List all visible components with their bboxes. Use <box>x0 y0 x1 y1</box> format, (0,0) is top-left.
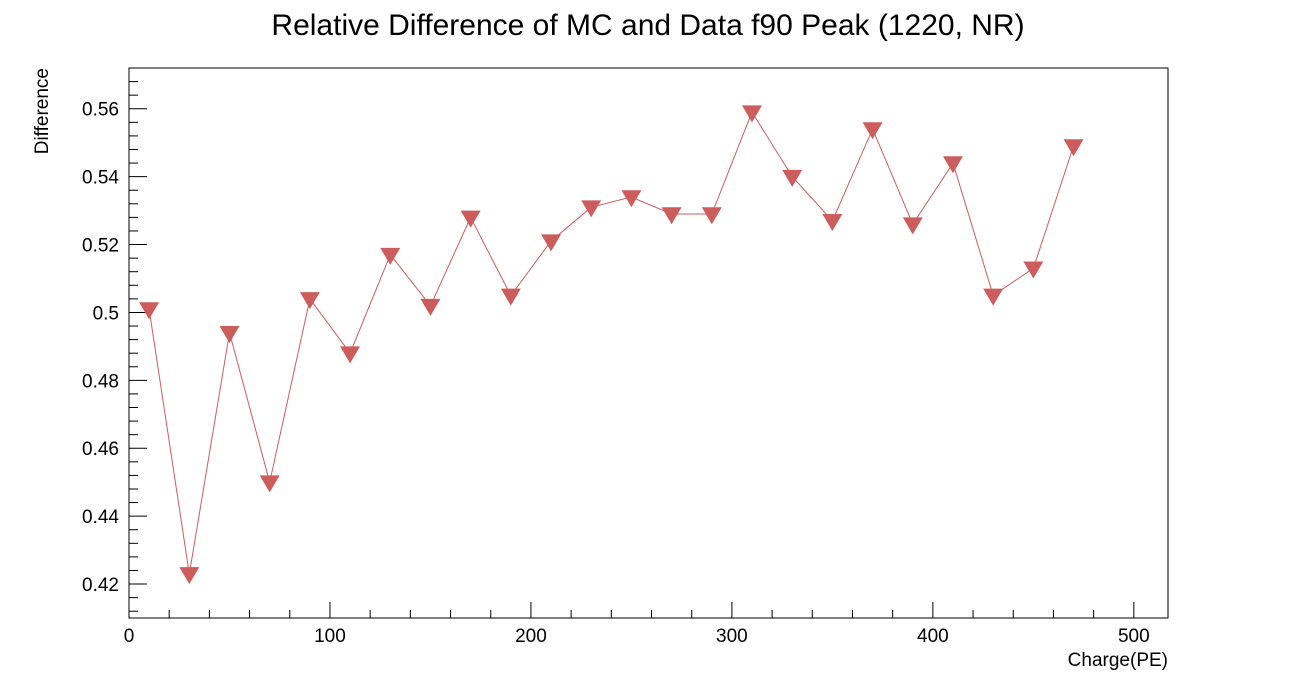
y-tick-label: 0.5 <box>93 303 119 324</box>
x-tick-label: 100 <box>314 626 346 647</box>
series-line <box>148 110 1074 574</box>
data-point-marker <box>500 288 521 306</box>
data-point-marker <box>661 207 682 225</box>
x-tick-label: 400 <box>917 626 949 647</box>
data-point-marker <box>701 207 722 225</box>
y-tick-label: 0.46 <box>82 439 119 460</box>
data-point-marker <box>541 234 562 252</box>
x-axis-label: Charge(PE) <box>1068 650 1168 671</box>
data-point-marker <box>299 292 320 310</box>
data-point-marker <box>822 213 843 231</box>
y-tick-label: 0.54 <box>82 168 119 189</box>
data-point-marker <box>139 302 160 320</box>
chart-title: Relative Difference of MC and Data f90 P… <box>271 9 1024 42</box>
data-point-marker <box>621 190 642 208</box>
data-point-marker <box>1023 261 1044 279</box>
x-tick-label: 200 <box>515 626 547 647</box>
data-point-marker <box>460 210 481 228</box>
data-point-marker <box>219 326 240 344</box>
data-point-marker <box>380 247 401 265</box>
y-tick-label: 0.52 <box>82 236 119 257</box>
data-point-marker <box>1063 139 1084 157</box>
data-point-marker <box>983 288 1004 306</box>
plot-frame <box>128 67 1169 619</box>
data-point-marker <box>741 105 762 123</box>
data-point-marker <box>902 217 923 235</box>
y-tick-label: 0.44 <box>82 507 119 528</box>
data-point-marker <box>782 169 803 187</box>
data-point-marker <box>179 567 200 585</box>
data-series <box>139 105 1084 585</box>
x-tick-label: 300 <box>716 626 748 647</box>
data-point-marker <box>259 475 280 493</box>
data-point-marker <box>420 298 441 316</box>
data-point-marker <box>581 200 602 218</box>
data-point-marker <box>862 122 883 140</box>
y-tick-label: 0.48 <box>82 371 119 392</box>
x-tick-label: 0 <box>124 626 135 647</box>
axis-tick-labels: 0 100 200 300 400 500 0.42 0.44 0.46 0.48 0.5 0.52 0… <box>82 100 1150 647</box>
data-point-marker <box>340 346 361 364</box>
data-point-marker <box>942 156 963 174</box>
x-tick-label: 500 <box>1118 626 1150 647</box>
y-tick-label: 0.56 <box>82 100 119 121</box>
axis-ticks <box>128 67 1135 618</box>
y-axis-label: Difference <box>32 68 53 154</box>
y-tick-label: 0.42 <box>82 575 119 596</box>
